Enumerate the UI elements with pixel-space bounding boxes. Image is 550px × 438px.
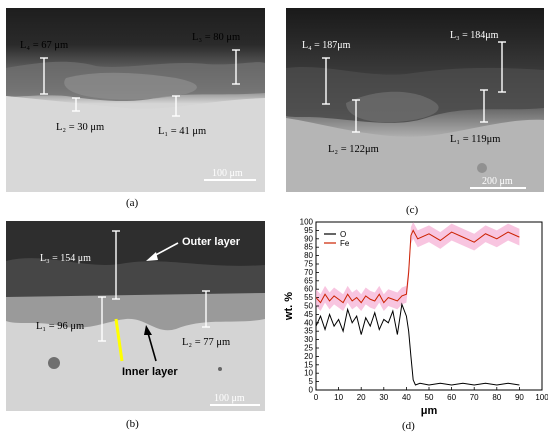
y-tick-label: 75 [304, 260, 313, 269]
outer-layer-label: Outer layer [182, 236, 241, 248]
y-tick-label: 0 [309, 386, 314, 395]
y-tick-label: 25 [304, 344, 313, 353]
y-axis-label: wt. % [283, 292, 295, 321]
label-c-L4: L₄ = 187μm [302, 40, 351, 51]
panel-a-micrograph: L₄ = 67 μm L₃ = 80 μm L₂ = 30 μm L₁ = 41… [6, 8, 265, 192]
label-b-L2: L₂ = 77 μm [182, 337, 230, 348]
y-tick-label: 85 [304, 243, 313, 252]
y-tick-label: 100 [300, 218, 314, 227]
scale-bar-c-label: 200 μm [482, 176, 513, 187]
panel-c-micrograph: L₄ = 187μm L₃ = 184μm L₂ = 122μm L₁ = 11… [286, 8, 544, 192]
label-c-L3: L₃ = 184μm [450, 30, 499, 41]
label-c-L1: L₁ = 119μm [450, 134, 500, 145]
x-tick-label: 70 [470, 393, 479, 402]
legend-label-fe: Fe [340, 239, 350, 248]
x-tick-label: 30 [379, 393, 388, 402]
x-tick-label: 100 [535, 393, 548, 402]
x-tick-label: 60 [447, 393, 456, 402]
label-a-L1: L₁ = 41 μm [158, 126, 206, 137]
y-tick-label: 95 [304, 226, 313, 235]
y-tick-label: 65 [304, 276, 313, 285]
y-tick-label: 70 [304, 268, 313, 277]
y-tick-label: 5 [309, 377, 314, 386]
inner-layer-label: Inner layer [122, 366, 178, 378]
y-tick-label: 15 [304, 360, 313, 369]
label-c-L2: L₂ = 122μm [328, 144, 379, 155]
panel-b-micrograph: Outer layer Inner layer L₃ = 154 μm L₁ =… [6, 221, 265, 411]
y-tick-label: 80 [304, 251, 313, 260]
x-tick-label: 20 [357, 393, 366, 402]
label-a-L2: L₂ = 30 μm [56, 122, 104, 133]
series-line-fe [315, 229, 520, 304]
label-a-L4: L₄ = 67 μm [20, 40, 68, 51]
label-b-L1: L₁ = 96 μm [36, 321, 84, 332]
line-scan-marker [114, 318, 124, 362]
caption-b: (b) [126, 418, 139, 430]
x-axis-label: μm [421, 405, 438, 417]
x-tick-label: 50 [425, 393, 434, 402]
caption-d: (d) [402, 420, 415, 432]
x-tick-label: 40 [402, 393, 411, 402]
label-a-L3: L₃ = 80 μm [192, 32, 240, 43]
legend-label-o: O [340, 230, 346, 239]
fe-error-band [316, 222, 520, 312]
y-tick-label: 60 [304, 285, 313, 294]
plot-area [315, 221, 543, 391]
panel-d-chart: 0 10 20 30 40 50 60 70 80 90 100 0 5 10 15 20 25 30 35 40 45… [282, 212, 548, 422]
y-tick-label: 40 [304, 318, 313, 327]
y-tick-label: 90 [304, 234, 313, 243]
x-tick-label: 90 [515, 393, 524, 402]
label-b-L3: L₃ = 154 μm [40, 253, 91, 264]
scale-bar-a-label: 100 μm [212, 168, 243, 179]
y-tick-label: 45 [304, 310, 313, 319]
caption-a: (a) [126, 197, 139, 209]
y-tick-label: 50 [304, 302, 313, 311]
x-tick-label: 10 [334, 393, 343, 402]
series-line-o [315, 302, 520, 386]
caption-c: (c) [406, 204, 419, 216]
scale-bar-b-label: 100 μm [214, 393, 245, 404]
y-tick-label: 30 [304, 335, 313, 344]
y-tick-label: 10 [304, 369, 313, 378]
y-tick-label: 35 [304, 327, 313, 336]
y-tick-label: 55 [304, 293, 313, 302]
x-tick-label: 0 [314, 393, 319, 402]
x-tick-label: 80 [492, 393, 501, 402]
y-tick-label: 20 [304, 352, 313, 361]
